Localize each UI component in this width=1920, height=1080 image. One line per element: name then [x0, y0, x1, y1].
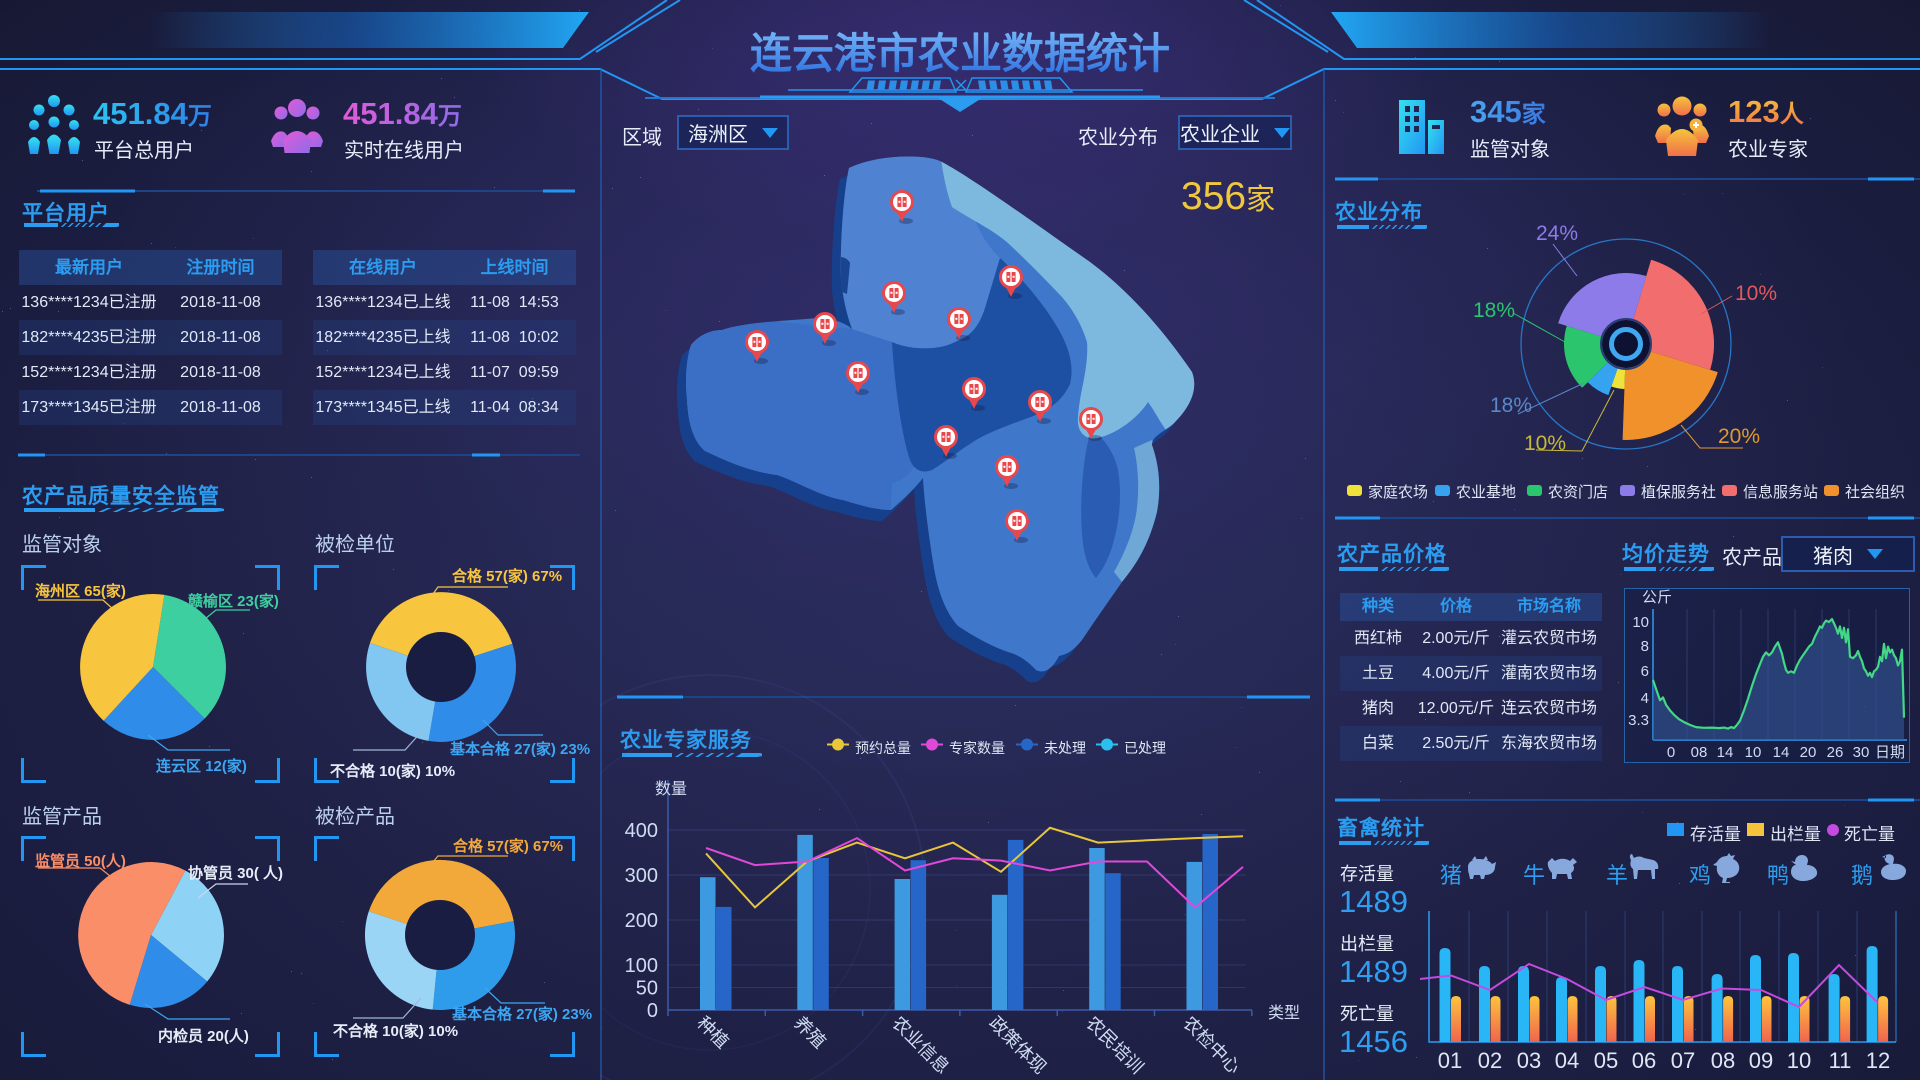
svg-text:3.3: 3.3 — [1628, 712, 1649, 729]
svg-text:10: 10 — [1787, 1048, 1811, 1073]
svg-text:100: 100 — [625, 955, 658, 977]
svg-text:30: 30 — [1853, 744, 1870, 761]
svg-text:农民培训: 农民培训 — [1082, 1013, 1147, 1078]
svg-text:50: 50 — [636, 978, 658, 1000]
svg-text:10: 10 — [1745, 744, 1762, 761]
svg-text:类型: 类型 — [1268, 1004, 1300, 1022]
svg-text:08: 08 — [1711, 1048, 1735, 1073]
svg-text:政策体现: 政策体现 — [985, 1013, 1050, 1078]
svg-text:11: 11 — [1829, 1048, 1852, 1073]
svg-text:09: 09 — [1749, 1048, 1773, 1073]
svg-text:0: 0 — [1667, 744, 1675, 761]
svg-text:8: 8 — [1641, 638, 1649, 655]
svg-text:养殖: 养殖 — [790, 1012, 830, 1052]
svg-text:200: 200 — [625, 910, 658, 932]
svg-text:08: 08 — [1691, 744, 1708, 761]
svg-text:01: 01 — [1438, 1048, 1462, 1073]
svg-text:0: 0 — [647, 1000, 658, 1022]
svg-text:14: 14 — [1717, 744, 1734, 761]
svg-text:06: 06 — [1632, 1048, 1656, 1073]
svg-text:10: 10 — [1632, 614, 1649, 631]
svg-text:14: 14 — [1773, 744, 1790, 761]
svg-text:日期: 日期 — [1875, 744, 1905, 761]
svg-text:12: 12 — [1866, 1048, 1890, 1073]
svg-text:07: 07 — [1671, 1048, 1695, 1073]
svg-text:05: 05 — [1594, 1048, 1618, 1073]
svg-text:农检中心: 农检中心 — [1179, 1013, 1244, 1078]
svg-text:数量: 数量 — [655, 780, 687, 798]
svg-text:6: 6 — [1641, 663, 1649, 680]
svg-text:4: 4 — [1641, 690, 1649, 707]
svg-text:04: 04 — [1555, 1048, 1579, 1073]
svg-text:20: 20 — [1800, 744, 1817, 761]
svg-text:公斤: 公斤 — [1642, 589, 1672, 606]
svg-text:02: 02 — [1478, 1048, 1502, 1073]
svg-text:26: 26 — [1827, 744, 1844, 761]
svg-text:03: 03 — [1517, 1048, 1541, 1073]
svg-text:农业信息: 农业信息 — [888, 1013, 953, 1078]
svg-text:300: 300 — [625, 865, 658, 887]
svg-text:种植: 种植 — [693, 1013, 733, 1053]
svg-text:400: 400 — [625, 820, 658, 842]
